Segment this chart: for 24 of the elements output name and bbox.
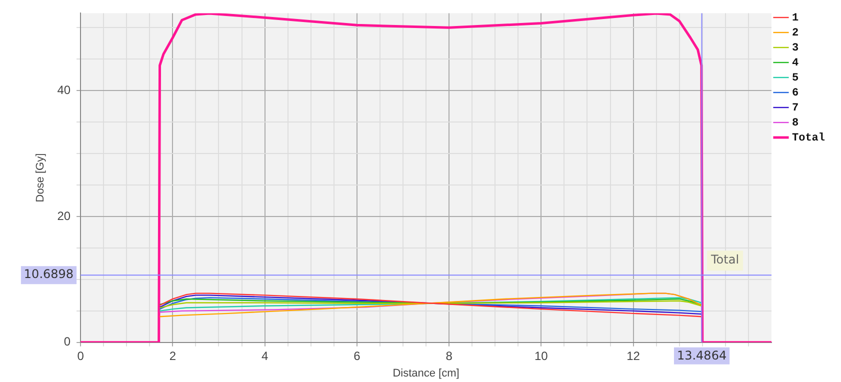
legend-label: 4 bbox=[792, 57, 799, 70]
y-tick-label: 20 bbox=[57, 208, 71, 223]
x-tick-label: 10 bbox=[534, 348, 548, 363]
legend-label: 8 bbox=[792, 117, 799, 130]
x-axis-title: Distance [cm] bbox=[392, 367, 460, 380]
y-tick-label: 40 bbox=[57, 82, 71, 97]
legend-label: 2 bbox=[792, 27, 799, 40]
y-tick-label: 0 bbox=[64, 334, 71, 349]
legend-label: 3 bbox=[792, 42, 799, 54]
legend-label: 5 bbox=[792, 72, 799, 84]
x-tick-label: 8 bbox=[446, 348, 453, 363]
x-tick-label: 6 bbox=[354, 348, 361, 363]
legend-label: Total bbox=[792, 132, 826, 144]
legend-label: 7 bbox=[792, 102, 799, 114]
legend-label: 1 bbox=[792, 12, 799, 24]
x-tick-label: 4 bbox=[261, 348, 268, 363]
x-tick-label: 2 bbox=[169, 348, 176, 363]
ref-line-label: 10.6898 bbox=[24, 267, 74, 282]
legend-label: 6 bbox=[792, 87, 799, 100]
x-tick-label: 0 bbox=[77, 348, 84, 363]
annotation: Total bbox=[710, 252, 740, 267]
y-axis-title: Dose [Gy] bbox=[34, 153, 47, 202]
ref-line-label: 13.4864 bbox=[676, 348, 727, 363]
x-tick-label: 12 bbox=[626, 348, 640, 363]
